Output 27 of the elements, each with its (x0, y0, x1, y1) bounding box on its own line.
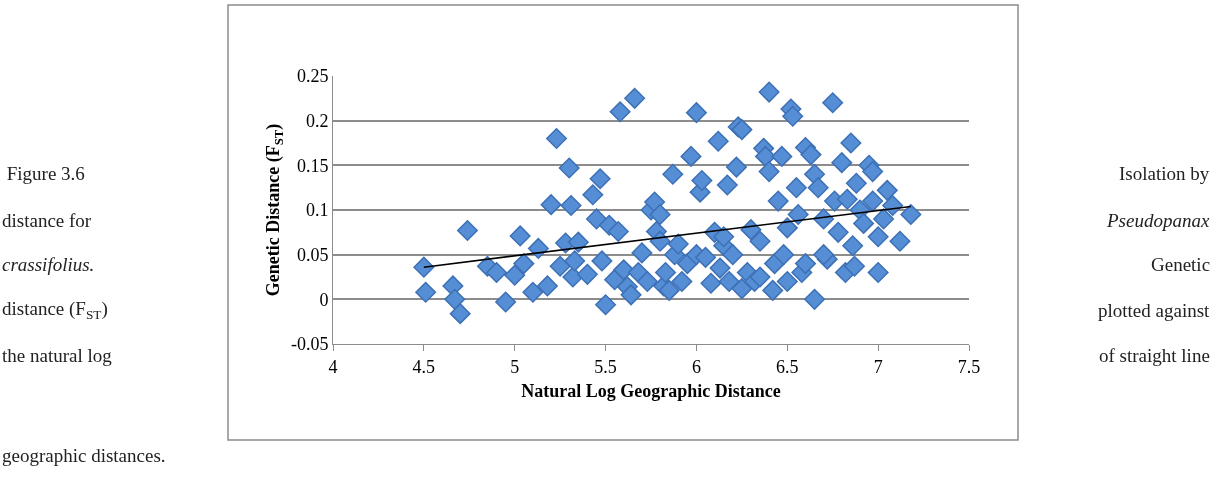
x-tick-label: 4 (328, 356, 338, 377)
x-tick-label: 7 (873, 356, 883, 377)
x-tick-label: 6 (691, 356, 701, 377)
y-tick-label: 0.25 (296, 66, 329, 87)
x-axis-title: Natural Log Geographic Distance (521, 380, 781, 401)
y-tick-label: -0.05 (290, 334, 329, 355)
y-tick-label: 0.2 (305, 110, 329, 131)
x-tick-label: 4.5 (412, 356, 436, 377)
y-tick-label: 0.1 (305, 200, 329, 221)
text: of straight line (1099, 345, 1210, 366)
text: distance for (2, 210, 92, 231)
text: crassifolius. (2, 254, 95, 275)
x-tick-label: 6.5 (776, 356, 799, 377)
x-tick-label: 5.5 (594, 356, 617, 377)
text: Pseudopanax (1106, 210, 1210, 231)
text: geographic distances. (2, 445, 166, 466)
x-tick-label: 7.5 (957, 356, 981, 377)
text: plotted against (1098, 300, 1211, 321)
text: Genetic (1151, 254, 1211, 275)
text: the natural log (2, 345, 113, 366)
y-tick-label: 0.15 (296, 155, 329, 176)
x-tick-label: 5 (510, 356, 520, 377)
y-tick-label: 0 (319, 289, 329, 310)
text: distance (F$_{ST}$) (2, 298, 108, 322)
text: Isolation by (1119, 163, 1210, 184)
y-tick-label: 0.05 (296, 244, 329, 265)
text: Figure 3.6 (2, 163, 85, 184)
